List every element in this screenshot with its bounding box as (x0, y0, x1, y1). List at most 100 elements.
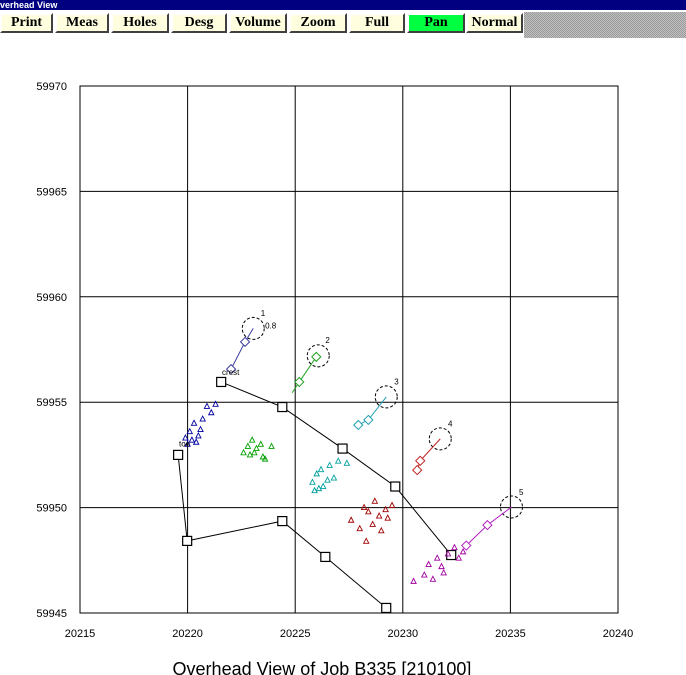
toolbar-button[interactable]: Pan (407, 13, 465, 33)
annotation: toe (179, 439, 191, 448)
x-tick-label: 20240 (603, 628, 634, 640)
triangle-marker (192, 438, 200, 445)
triangle-marker (425, 560, 432, 567)
triangle-marker (311, 486, 318, 494)
triangle-marker (268, 442, 275, 449)
y-tick-label: 59965 (36, 186, 67, 198)
toolbar-button[interactable]: Meas (55, 13, 109, 33)
square-marker (320, 551, 331, 563)
square-marker (446, 549, 457, 561)
triangle-marker (451, 543, 458, 551)
triangle-marker (188, 436, 196, 443)
triangle-marker (433, 554, 441, 561)
triangle-marker (184, 440, 191, 447)
square-marker (173, 449, 184, 460)
triangle-marker (377, 526, 385, 534)
annotation: 2 (325, 336, 330, 345)
chart-title: Overhead View of Job B335 [210100] (173, 659, 472, 675)
hole-circle (428, 427, 452, 451)
hole-circle (306, 344, 330, 368)
square-marker (390, 481, 401, 492)
triangle-marker (246, 450, 254, 458)
annotation: 3 (394, 377, 399, 386)
triangle-marker (315, 484, 323, 492)
title-bar: verhead View (0, 0, 686, 10)
y-tick-label: 59945 (36, 608, 67, 620)
triangle-marker (195, 431, 202, 439)
triangle-marker (334, 457, 342, 464)
triangle-marker (420, 571, 428, 578)
triangle-marker (365, 507, 372, 515)
toolbar-button[interactable]: Print (0, 13, 53, 33)
triangle-marker (317, 465, 325, 473)
triangle-marker (259, 453, 267, 460)
triangle-marker (356, 524, 364, 532)
triangle-marker (362, 537, 370, 544)
triangle-marker (190, 419, 198, 426)
plot-area (79, 85, 619, 614)
diamond-marker (461, 540, 472, 551)
triangle-marker (326, 461, 333, 468)
diamond-marker (353, 419, 364, 431)
square-marker (277, 401, 288, 413)
triangle-marker (250, 448, 258, 456)
triangle-marker (343, 459, 351, 466)
x-tick-label: 20225 (280, 628, 311, 640)
x-tick-label: 20215 (65, 628, 96, 640)
toolbar-button[interactable]: Normal (466, 13, 523, 33)
y-tick-label: 59950 (36, 503, 67, 515)
toolbar-button[interactable]: Holes (111, 13, 169, 33)
diamond-marker (294, 376, 305, 388)
triangle-marker (248, 436, 256, 443)
annotation: 5 (519, 488, 524, 497)
triangle-marker (261, 455, 269, 462)
triangle-marker (309, 478, 316, 485)
square-marker (182, 535, 193, 547)
diamond-marker (363, 414, 374, 426)
diamond-marker (225, 363, 237, 375)
triangle-marker (319, 482, 327, 489)
diamond-marker (412, 464, 423, 476)
triangle-marker (203, 402, 211, 409)
annotation: crest (222, 368, 240, 377)
triangle-marker (429, 575, 437, 582)
triangle-marker (197, 425, 204, 433)
diamond-marker (482, 519, 493, 531)
annotation: 1 (261, 309, 266, 318)
annotation: 4 (448, 419, 453, 428)
diamond-marker (415, 455, 426, 467)
square-marker (337, 443, 348, 454)
triangle-marker (313, 469, 321, 477)
toolbar: Print Meas Holes Desg Volume Zoom Full Pan Norma… (0, 10, 686, 38)
window-title: verhead View (0, 0, 58, 10)
toolbar-button[interactable]: Zoom (289, 13, 347, 33)
triangle-marker (375, 512, 383, 519)
triangle-marker (240, 448, 247, 456)
hole-circle (241, 316, 265, 340)
toolbar-button[interactable]: Volume (229, 13, 287, 33)
diamond-marker (239, 336, 251, 348)
triangle-marker (360, 503, 368, 511)
toolbar-button[interactable]: Full (349, 13, 405, 33)
triangle-marker (369, 520, 377, 527)
triangle-marker (199, 415, 207, 422)
triangle-marker (212, 400, 219, 407)
square-marker (381, 602, 392, 614)
triangle-marker (382, 505, 389, 513)
triangle-marker (186, 427, 194, 435)
x-tick-label: 20220 (172, 628, 203, 640)
triangle-marker (253, 444, 260, 452)
toolbar-button[interactable]: Desg (171, 13, 227, 33)
triangle-marker (459, 547, 467, 555)
triangle-marker (384, 514, 392, 521)
hole-circle (499, 495, 523, 519)
triangle-marker (347, 516, 355, 523)
toolbar-filler (524, 12, 686, 38)
annotation: 0.8 (265, 321, 277, 330)
triangle-marker (388, 501, 396, 508)
triangle-marker (182, 434, 189, 441)
triangle-marker (257, 440, 265, 447)
y-tick-label: 59960 (36, 292, 67, 304)
